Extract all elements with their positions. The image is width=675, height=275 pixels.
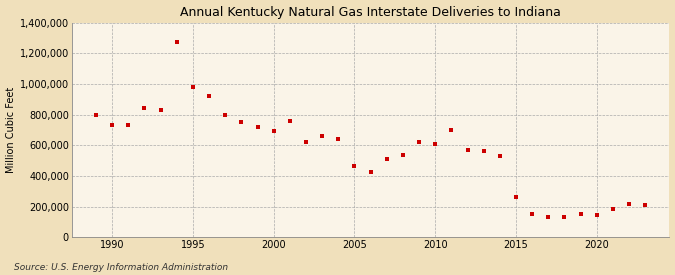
Point [317, 134, 327, 138]
Point [123, 123, 134, 128]
Point [381, 157, 392, 161]
Point [591, 213, 602, 217]
Y-axis label: Million Cubic Feet: Million Cubic Feet [5, 87, 16, 173]
Point [349, 164, 360, 168]
Point [188, 85, 198, 89]
Point [543, 215, 554, 220]
Point [446, 128, 457, 132]
Point [90, 112, 101, 117]
Point [107, 123, 117, 128]
Point [365, 170, 376, 174]
Point [139, 106, 150, 111]
Point [268, 128, 279, 133]
Title: Annual Kentucky Natural Gas Interstate Deliveries to Indiana: Annual Kentucky Natural Gas Interstate D… [180, 6, 561, 18]
Point [300, 140, 311, 144]
Point [510, 194, 521, 199]
Point [204, 94, 215, 98]
Point [236, 120, 247, 125]
Point [252, 125, 263, 129]
Point [624, 202, 634, 206]
Point [414, 140, 425, 144]
Point [479, 149, 489, 154]
Point [284, 119, 295, 123]
Point [462, 148, 473, 152]
Point [494, 154, 505, 158]
Point [333, 137, 344, 141]
Point [220, 112, 231, 117]
Point [559, 215, 570, 220]
Point [430, 142, 441, 146]
Point [398, 152, 408, 157]
Point [575, 211, 586, 216]
Point [155, 108, 166, 112]
Point [526, 211, 537, 216]
Point [171, 40, 182, 45]
Point [608, 207, 618, 211]
Point [640, 203, 651, 207]
Text: Source: U.S. Energy Information Administration: Source: U.S. Energy Information Administ… [14, 263, 227, 272]
